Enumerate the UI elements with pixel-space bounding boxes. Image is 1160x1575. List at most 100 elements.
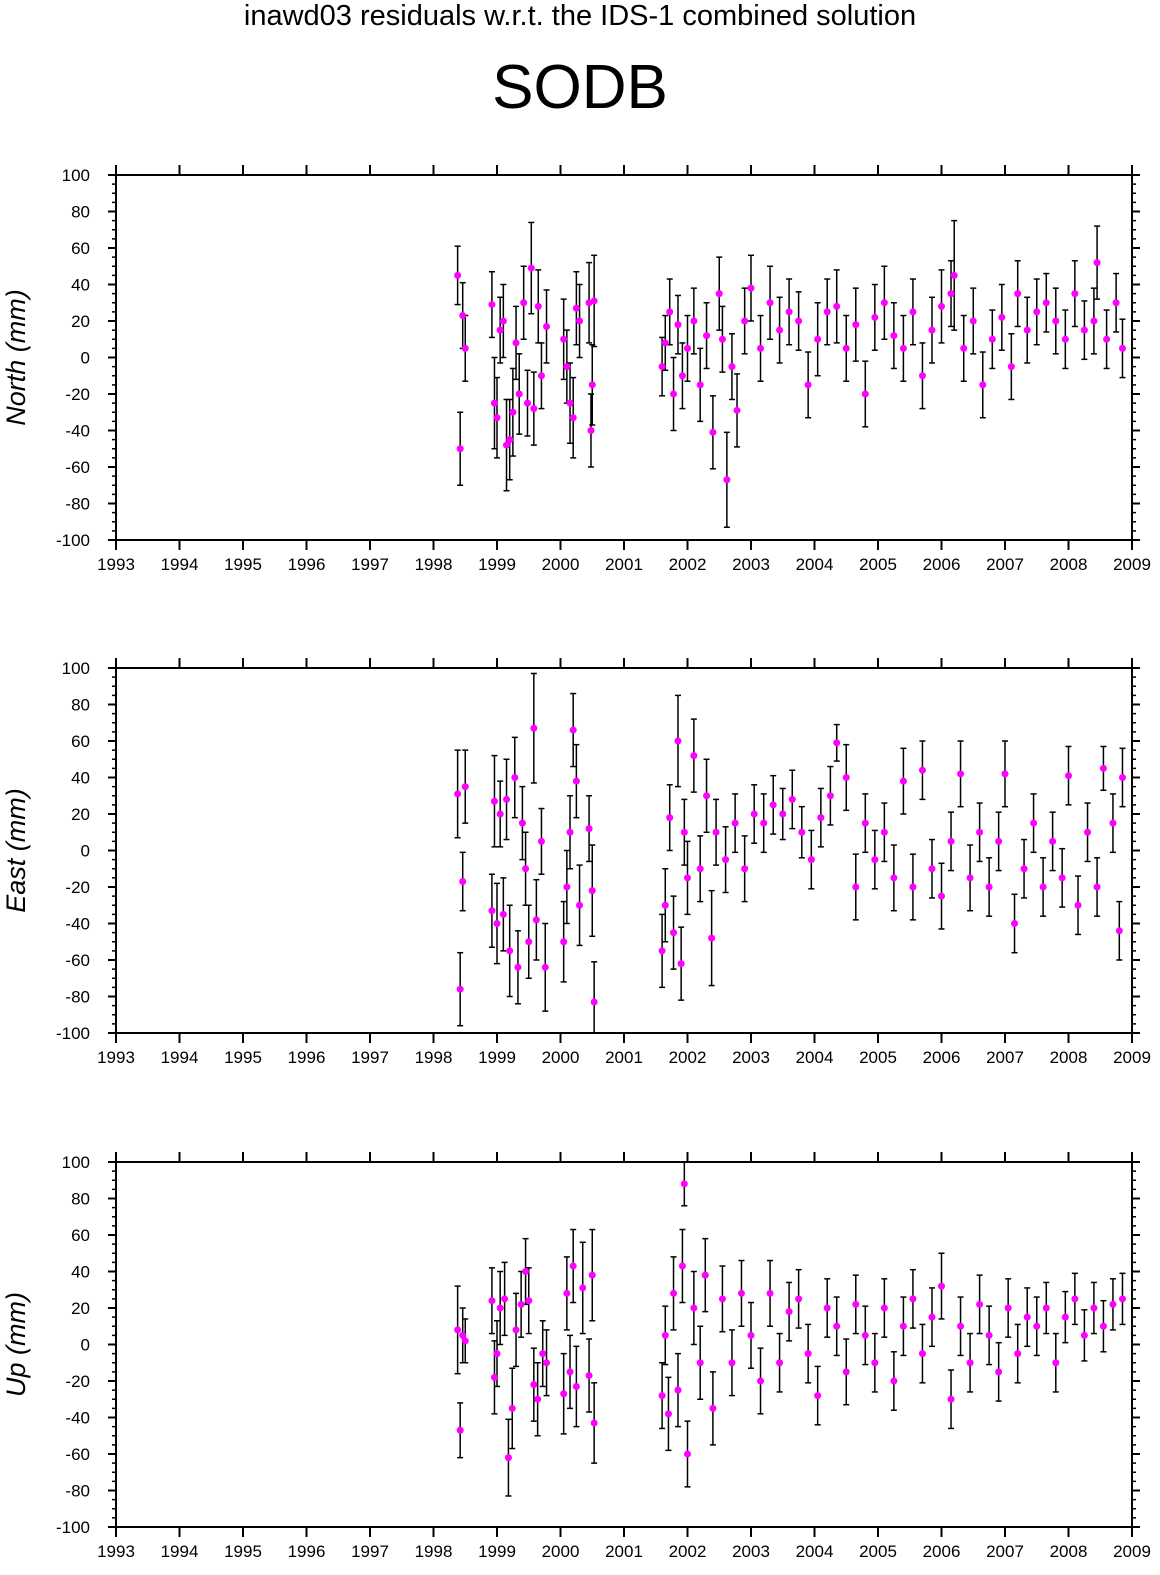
north-data-point — [1052, 317, 1060, 325]
up-x-tick-label: 1994 — [161, 1542, 199, 1561]
up-data-point — [579, 1284, 587, 1292]
east-y-tick-label: -100 — [56, 1024, 90, 1043]
north-y-tick-label: -20 — [65, 385, 90, 404]
up-data-point — [1033, 1322, 1041, 1330]
east-data-point — [506, 947, 514, 955]
up-data-point — [1118, 1295, 1126, 1303]
north-data-point — [1093, 259, 1101, 267]
north-data-point — [842, 344, 850, 352]
east-data-point — [658, 947, 666, 955]
east-data-point — [666, 814, 674, 822]
north-data-point — [566, 399, 574, 407]
east-data-point — [1039, 883, 1047, 891]
east-y-tick-label: -60 — [65, 951, 90, 970]
north-data-point — [703, 332, 711, 340]
north-data-point — [523, 399, 531, 407]
east-data-point — [511, 774, 519, 781]
up-data-point — [501, 1295, 509, 1303]
east-x-tick-label: 2002 — [669, 1048, 707, 1067]
north-data-point — [928, 326, 936, 334]
up-data-point — [928, 1313, 936, 1321]
north-data-point — [576, 317, 584, 325]
north-x-tick-label: 1997 — [351, 555, 389, 574]
north-x-tick-label: 2002 — [669, 555, 707, 574]
up-data-point — [833, 1322, 841, 1330]
east-data-point — [525, 938, 533, 946]
up-x-tick-label: 2005 — [859, 1542, 897, 1561]
east-data-point — [842, 774, 850, 781]
up-data-point — [1099, 1322, 1107, 1330]
up-x-tick-label: 2009 — [1113, 1542, 1151, 1561]
north-data-point — [723, 476, 731, 484]
east-data-point — [1109, 819, 1117, 827]
east-y-tick-label: -80 — [65, 988, 90, 1007]
north-data-point — [998, 313, 1006, 321]
north-data-point — [1023, 326, 1031, 334]
east-x-tick-label: 2007 — [986, 1048, 1024, 1067]
east-data-point — [490, 797, 498, 805]
north-data-point — [718, 335, 726, 343]
north-data-point — [520, 299, 528, 307]
up-x-tick-label: 1999 — [478, 1542, 516, 1561]
north-data-point — [454, 271, 462, 279]
east-y-tick-label: -20 — [65, 878, 90, 897]
north-data-point — [456, 445, 464, 453]
north-x-tick-label: 2008 — [1050, 555, 1088, 574]
east-data-point — [750, 810, 758, 818]
north-data-point — [534, 302, 542, 310]
north-data-point — [1042, 299, 1050, 307]
up-data-point — [976, 1300, 984, 1308]
east-data-point — [493, 920, 501, 927]
east-data-point — [703, 792, 711, 800]
up-data-point — [918, 1350, 926, 1358]
north-y-tick-label: -60 — [65, 458, 90, 477]
up-y-tick-label: -20 — [65, 1372, 90, 1391]
east-data-point — [899, 777, 907, 785]
north-data-point — [537, 372, 545, 380]
north-x-tick-label: 1994 — [161, 555, 199, 574]
east-data-point — [833, 739, 841, 747]
north-data-point — [459, 312, 467, 320]
east-data-point — [569, 726, 577, 734]
up-data-point — [493, 1350, 501, 1358]
up-panel: 1993 1994 1995 1996 1997 1998 1999 2000 2001 2002… — [1, 1152, 1151, 1561]
up-x-tick-label: 2006 — [923, 1542, 961, 1561]
north-data-point — [527, 264, 535, 272]
north-data-point — [733, 406, 741, 414]
north-x-tick-label: 2006 — [923, 555, 961, 574]
up-data-point — [504, 1454, 512, 1462]
north-data-point — [728, 363, 736, 371]
up-data-point — [814, 1392, 822, 1400]
up-data-point — [890, 1377, 898, 1385]
north-data-point — [715, 290, 723, 298]
north-data-point — [757, 344, 765, 352]
north-y-tick-label: 60 — [71, 239, 90, 258]
north-data-point — [661, 339, 669, 347]
north-data-point — [890, 332, 898, 340]
up-data-point — [534, 1395, 542, 1403]
east-data-point — [1049, 837, 1057, 845]
up-data-point — [701, 1271, 709, 1279]
north-data-point — [960, 344, 968, 352]
up-y-tick-label: -60 — [65, 1445, 90, 1464]
north-data-point — [918, 372, 926, 380]
north-data-point — [852, 321, 860, 329]
north-data-point — [572, 304, 580, 312]
up-data-point — [539, 1350, 547, 1358]
north-x-tick-label: 2001 — [605, 555, 643, 574]
up-data-point — [995, 1368, 1003, 1376]
up-data-point — [823, 1304, 831, 1312]
up-y-tick-label: 0 — [81, 1336, 90, 1355]
up-data-point — [718, 1295, 726, 1303]
north-y-tick-label: -80 — [65, 495, 90, 514]
east-data-point — [1074, 901, 1082, 909]
up-y-tick-label: 40 — [71, 1263, 90, 1282]
east-x-tick-label: 1994 — [161, 1048, 199, 1067]
up-data-point — [1023, 1313, 1031, 1321]
up-data-point — [490, 1373, 498, 1381]
up-data-point — [737, 1289, 745, 1297]
up-x-tick-label: 2001 — [605, 1542, 643, 1561]
east-data-point — [985, 883, 993, 891]
up-data-point — [680, 1180, 688, 1188]
up-data-point — [1042, 1304, 1050, 1312]
